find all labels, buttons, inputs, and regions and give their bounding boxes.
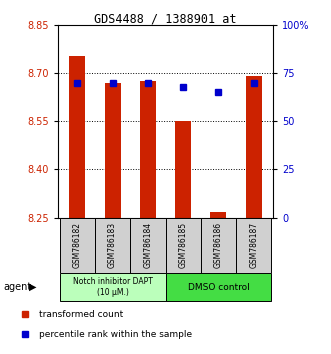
Text: DMSO control: DMSO control (188, 282, 249, 292)
Text: ▶: ▶ (29, 282, 37, 292)
Text: Notch inhibitor DAPT
(10 μM.): Notch inhibitor DAPT (10 μM.) (73, 278, 153, 297)
FancyBboxPatch shape (60, 218, 95, 273)
Bar (140, 81, 156, 218)
Text: transformed count: transformed count (39, 310, 123, 319)
Text: GSM786185: GSM786185 (179, 222, 188, 268)
FancyBboxPatch shape (236, 218, 271, 273)
Text: GSM786187: GSM786187 (249, 222, 258, 268)
FancyBboxPatch shape (201, 218, 236, 273)
FancyBboxPatch shape (166, 218, 201, 273)
Text: GSM786183: GSM786183 (108, 222, 117, 268)
Text: agent: agent (3, 282, 31, 292)
Bar (70, 56, 85, 218)
FancyBboxPatch shape (60, 273, 166, 301)
Text: GSM786184: GSM786184 (143, 222, 152, 268)
Bar (246, 76, 261, 218)
FancyBboxPatch shape (95, 218, 130, 273)
Bar (175, 121, 191, 218)
Text: GDS4488 / 1388901_at: GDS4488 / 1388901_at (94, 12, 237, 25)
Bar (211, 212, 226, 218)
Text: GSM786186: GSM786186 (214, 222, 223, 268)
Text: percentile rank within the sample: percentile rank within the sample (39, 330, 192, 339)
Bar (105, 83, 120, 218)
Text: GSM786182: GSM786182 (73, 222, 82, 268)
FancyBboxPatch shape (166, 273, 271, 301)
FancyBboxPatch shape (130, 218, 166, 273)
